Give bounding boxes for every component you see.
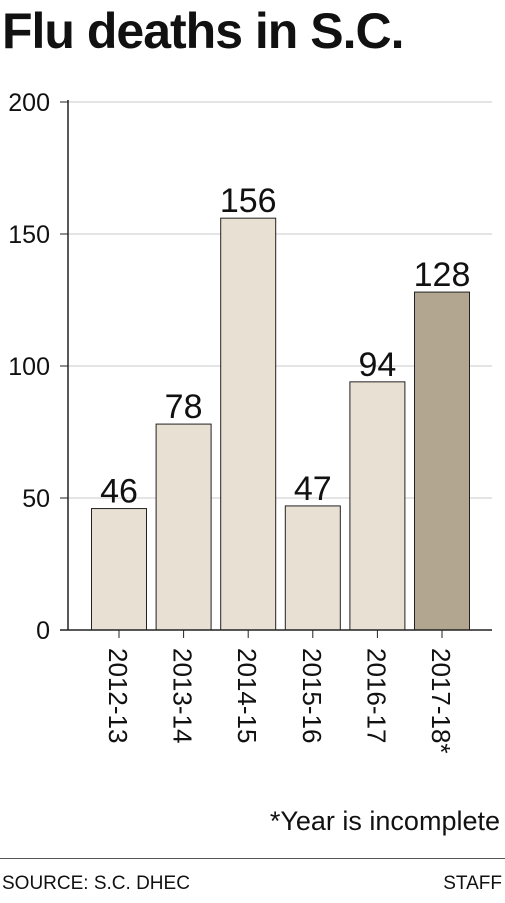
- bar-value-label: 46: [100, 473, 138, 511]
- y-tick-label: 50: [22, 485, 50, 513]
- y-tick-label: 200: [8, 89, 50, 117]
- bar: [414, 291, 470, 631]
- y-tick-label: 150: [8, 221, 50, 249]
- x-tick-label: 2017-18*: [426, 648, 456, 754]
- x-tick-label: 2013-14: [168, 648, 198, 743]
- x-tick-label: 2014-15: [232, 648, 262, 743]
- bar-chart: 0 50 100 150 200 46 2012-13 78 2013-14 156 2014-15…: [8, 89, 492, 754]
- bar: [220, 217, 277, 631]
- staff-credit: STAFF: [443, 873, 502, 894]
- x-tick-label: 2016-17: [361, 648, 391, 743]
- x-tick-label: 2012-13: [103, 648, 133, 743]
- y-tick-label: 0: [36, 617, 50, 645]
- bar-value-label: 156: [220, 182, 277, 220]
- chart-title: Flu deaths in S.C.: [2, 3, 404, 59]
- bar: [91, 508, 147, 631]
- bar-value-label: 78: [165, 388, 203, 426]
- bar: [349, 381, 406, 631]
- bar-value-label: 47: [294, 470, 332, 508]
- bar: [155, 423, 212, 631]
- source-credit: SOURCE: S.C. DHEC: [2, 873, 190, 894]
- bar: [284, 505, 341, 631]
- x-tick-label: 2015-16: [297, 648, 327, 743]
- footnote: *Year is incomplete: [269, 806, 500, 836]
- footer-divider: [0, 858, 505, 859]
- bar-value-label: 94: [358, 346, 396, 384]
- bar-value-label: 128: [414, 256, 471, 294]
- y-tick-label: 100: [8, 353, 50, 381]
